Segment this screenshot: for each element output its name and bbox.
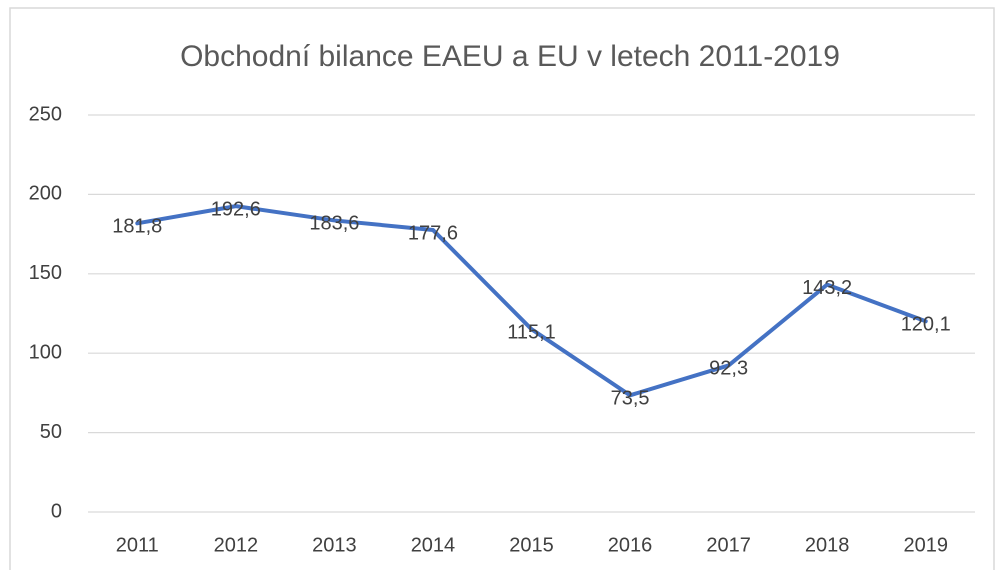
y-tick-label: 200: [29, 183, 62, 205]
x-tick-label: 2013: [312, 534, 357, 556]
y-tick-label: 0: [51, 500, 62, 522]
y-tick-label: 150: [29, 262, 62, 284]
data-label: 120,1: [901, 314, 951, 336]
x-tick-label: 2014: [411, 534, 456, 556]
data-label: 192,6: [211, 198, 261, 220]
x-tick-label: 2017: [706, 534, 751, 556]
line-series: [135, 204, 928, 398]
data-label: 92,3: [709, 358, 748, 380]
x-tick-label: 2015: [509, 534, 554, 556]
data-label: 181,8: [112, 216, 162, 238]
y-tick-label: 100: [29, 341, 62, 363]
data-label: 143,2: [802, 277, 852, 299]
y-tick-label: 50: [40, 421, 62, 443]
x-tick-label: 2012: [214, 534, 259, 556]
data-label: 73,5: [611, 388, 650, 410]
x-tick-label: 2011: [116, 534, 159, 556]
data-label: 115,1: [507, 322, 556, 344]
x-tick-label: 2018: [805, 534, 850, 556]
x-tick-label: 2019: [903, 534, 948, 556]
chart-border: [9, 7, 995, 570]
y-tick-label: 250: [29, 103, 62, 125]
x-tick-label: 2016: [608, 534, 653, 556]
data-label: 183,6: [309, 213, 359, 235]
chart-title: Obchodní bilance EAEU a EU v letech 2011…: [180, 40, 840, 73]
data-label: 177,6: [408, 222, 458, 244]
